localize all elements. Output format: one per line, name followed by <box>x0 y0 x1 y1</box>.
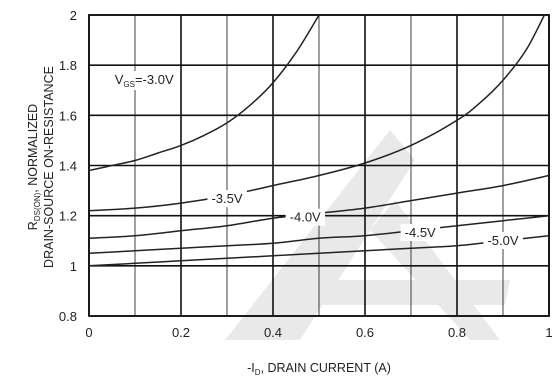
x-tick-label: 0.6 <box>356 325 374 340</box>
x-tick-label: 0 <box>85 325 92 340</box>
curves <box>89 15 549 267</box>
series-label: VGS=-3.0V <box>115 72 174 89</box>
label-mask <box>483 231 523 249</box>
y-tick-label: 1.2 <box>59 209 77 224</box>
label-mask <box>285 208 326 226</box>
x-tick-label: 0.2 <box>172 325 190 340</box>
x-tick-label: 0.4 <box>264 325 282 340</box>
x-tick-label: 0.8 <box>448 325 466 340</box>
series-label: -4.5V <box>405 225 436 240</box>
label-mask <box>110 70 178 90</box>
y-tick-label: 1.8 <box>59 58 77 73</box>
y-tick-label: 1.4 <box>59 159 77 174</box>
series-label: -3.5V <box>211 191 242 206</box>
x-axis-label: -ID, DRAIN CURRENT (A) <box>247 361 391 377</box>
series-label: -4.0V <box>290 210 321 225</box>
y-tick-label: 2 <box>70 8 77 23</box>
series-line-35 <box>89 15 546 212</box>
curve-labels: VGS=-3.0V -3.5V -4.0V -4.5V -5.0V <box>115 72 519 248</box>
y-tick-labels: 0.8 1 1.2 1.4 1.6 1.8 2 <box>59 8 77 324</box>
label-mask <box>400 223 441 241</box>
major-grid <box>88 14 550 317</box>
series-line-30 <box>89 15 320 172</box>
x-tick-label: 1 <box>545 325 552 340</box>
y-tick-label: 1.6 <box>59 108 77 123</box>
x-tick-labels: 0 0.2 0.4 0.6 0.8 1 <box>85 325 552 340</box>
y-tick-label: 1 <box>70 259 77 274</box>
series-line-50 <box>89 234 549 267</box>
label-masks <box>110 70 523 249</box>
svg-text:RDS(ON), NORMALIZED: RDS(ON), NORMALIZED <box>26 104 42 230</box>
svg-text:DRAIN-SOURCE ON-RESISTANCE: DRAIN-SOURCE ON-RESISTANCE <box>42 66 56 268</box>
y-tick-label: 0.8 <box>59 309 77 324</box>
series-line-45 <box>89 214 549 255</box>
label-mask <box>207 190 247 208</box>
y-axis-label: RDS(ON), NORMALIZED DRAIN-SOURCE ON-RESI… <box>26 66 56 268</box>
series-label: -5.0V <box>487 233 518 248</box>
